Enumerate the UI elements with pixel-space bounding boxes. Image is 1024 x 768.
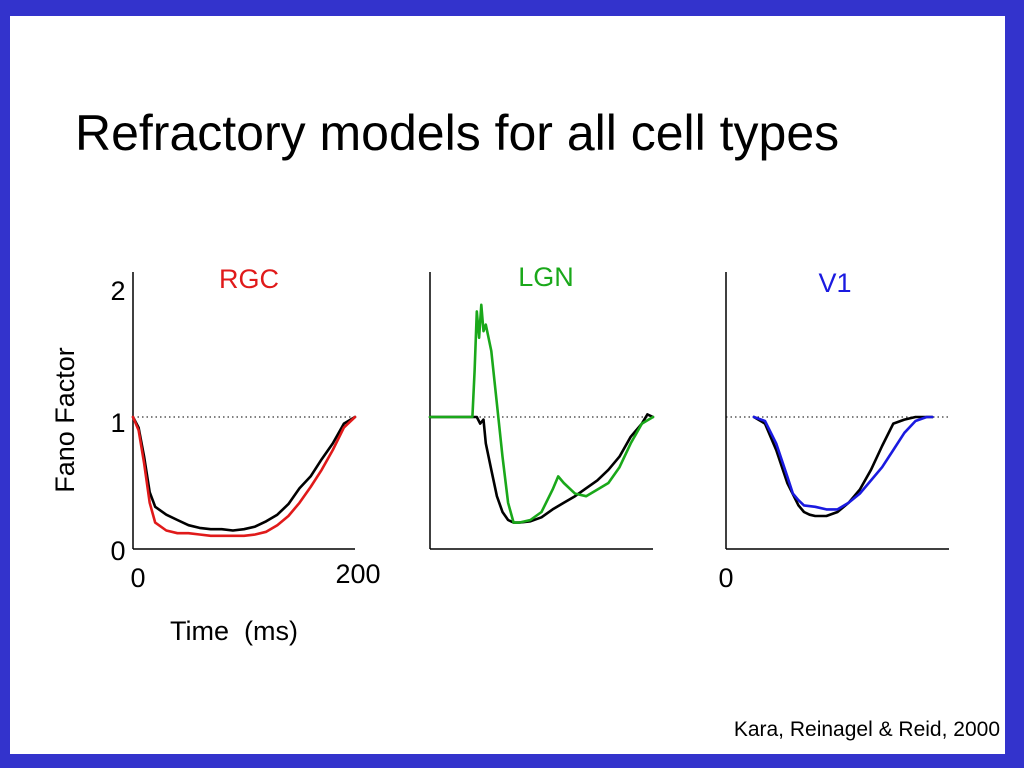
chart-title-rgc: RGC [219, 264, 279, 294]
y-tick-label-0: 0 [110, 536, 125, 566]
chart-panel-v1: V1 0 [718, 268, 949, 593]
series-line-rgc-1 [131, 415, 357, 538]
slide-background [10, 16, 1005, 754]
chart-panel-lgn: LGN [428, 262, 655, 550]
x-axis-label: Time (ms) [170, 616, 298, 646]
series-line-v1-1 [752, 415, 934, 511]
y-tick-label-2: 2 [110, 276, 125, 306]
x-tick-label-0-v1: 0 [718, 563, 733, 593]
slide-title: Refractory models for all cell types [75, 105, 840, 161]
series-line-rgc-0 [131, 415, 357, 532]
y-axis-label: Fano Factor [50, 347, 80, 493]
chart-panel-rgc: RGC 2 1 0 0 200 Fano Factor Time (ms) [50, 264, 381, 646]
x-tick-label-0: 0 [130, 563, 145, 593]
series-line-v1-0 [752, 415, 934, 518]
chart-title-v1: V1 [818, 268, 851, 298]
series-line-lgn-1 [428, 303, 655, 524]
chart-title-lgn: LGN [518, 262, 574, 292]
citation: Kara, Reinagel & Reid, 2000 [733, 718, 1000, 741]
y-tick-label-1: 1 [110, 408, 125, 438]
x-tick-label-200: 200 [335, 559, 380, 589]
